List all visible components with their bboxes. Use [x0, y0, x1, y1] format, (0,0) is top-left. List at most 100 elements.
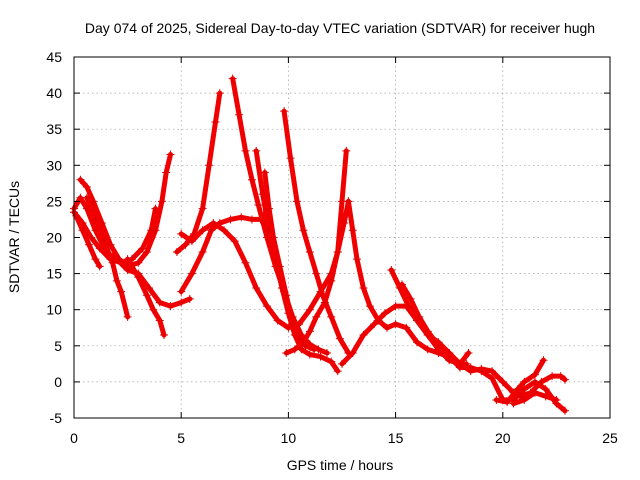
series-track-16 [344, 197, 471, 372]
data-point [383, 323, 392, 332]
y-tick-label: 10 [46, 302, 62, 318]
data-point [552, 395, 561, 404]
data-point [205, 161, 214, 170]
data-point [198, 247, 207, 256]
y-axis-label: SDTVAR / TECUs [6, 181, 22, 293]
data-point [348, 349, 357, 358]
data-point [305, 327, 314, 336]
series-track-8 [172, 89, 224, 256]
data-point [391, 320, 400, 329]
data-point [198, 226, 207, 235]
data-point [145, 284, 154, 293]
y-tick-label: 45 [46, 49, 62, 65]
y-tick-label: 20 [46, 230, 62, 246]
series-line [230, 76, 330, 356]
data-point [320, 298, 329, 307]
data-point [560, 375, 569, 384]
data-point [466, 363, 475, 372]
data-point [177, 229, 186, 238]
data-point [247, 175, 256, 184]
data-point [226, 215, 235, 224]
data-point [488, 374, 497, 383]
data-point [560, 406, 569, 415]
data-point [91, 215, 100, 224]
data-point [316, 352, 325, 361]
data-point [282, 291, 291, 300]
data-point [95, 244, 104, 253]
y-tick-label: -5 [50, 410, 63, 426]
data-point [142, 247, 151, 256]
data-point [295, 334, 304, 343]
data-point [237, 213, 246, 222]
data-point [112, 276, 121, 285]
data-point [305, 247, 314, 256]
x-tick-label: 15 [388, 430, 404, 446]
data-point [556, 372, 565, 381]
data-point [434, 341, 443, 350]
data-point [415, 312, 424, 321]
data-point [78, 226, 87, 235]
x-tick-label: 20 [495, 430, 511, 446]
series-track-19 [492, 356, 548, 407]
data-point [198, 204, 207, 213]
data-point [333, 247, 342, 256]
data-point [117, 287, 126, 296]
data-point [282, 349, 291, 358]
data-point [241, 258, 250, 267]
data-point [162, 168, 171, 177]
data-point [445, 349, 454, 358]
data-point [286, 154, 295, 163]
data-point [335, 334, 344, 343]
x-tick-label: 0 [70, 430, 78, 446]
series-line [517, 373, 568, 399]
data-point [172, 247, 181, 256]
data-point [513, 385, 522, 394]
data-point [520, 377, 529, 386]
series-track-6 [123, 255, 169, 339]
data-point [344, 197, 353, 206]
data-point [91, 255, 100, 264]
data-point [310, 345, 319, 354]
series-line [125, 256, 167, 338]
data-point [220, 226, 229, 235]
data-point [541, 392, 550, 401]
data-point [333, 367, 342, 376]
data-point [503, 398, 512, 407]
data-point [252, 146, 261, 155]
series-track-3 [76, 150, 175, 271]
series-track-14 [282, 146, 351, 358]
data-point [209, 219, 218, 228]
x-tick-label: 10 [281, 430, 297, 446]
series-line [283, 148, 349, 356]
chart-title: Day 074 of 2025, Sidereal Day-to-day VTE… [85, 20, 595, 36]
data-point [166, 302, 175, 311]
data-point [177, 298, 186, 307]
x-tick-label: 25 [602, 430, 618, 446]
data-point [142, 291, 151, 300]
series-track-7 [177, 208, 271, 296]
data-point [548, 372, 557, 381]
data-point [455, 363, 464, 372]
series-line [281, 108, 351, 356]
series-track-13 [280, 107, 353, 358]
data-point [155, 316, 164, 325]
data-point [230, 237, 239, 246]
data-point [262, 302, 271, 311]
data-point [95, 262, 104, 271]
data-point [292, 197, 301, 206]
data-point [509, 399, 518, 408]
data-point [327, 276, 336, 285]
data-point [215, 89, 224, 98]
data-point [273, 316, 282, 325]
data-point [464, 349, 473, 358]
data-point [359, 330, 368, 339]
data-point [181, 240, 190, 249]
data-point [157, 197, 166, 206]
data-point [322, 349, 331, 358]
data-point [488, 367, 497, 376]
data-point [207, 226, 216, 235]
data-point [492, 395, 501, 404]
data-point [166, 150, 175, 159]
data-point [134, 273, 143, 282]
data-point [155, 298, 164, 307]
